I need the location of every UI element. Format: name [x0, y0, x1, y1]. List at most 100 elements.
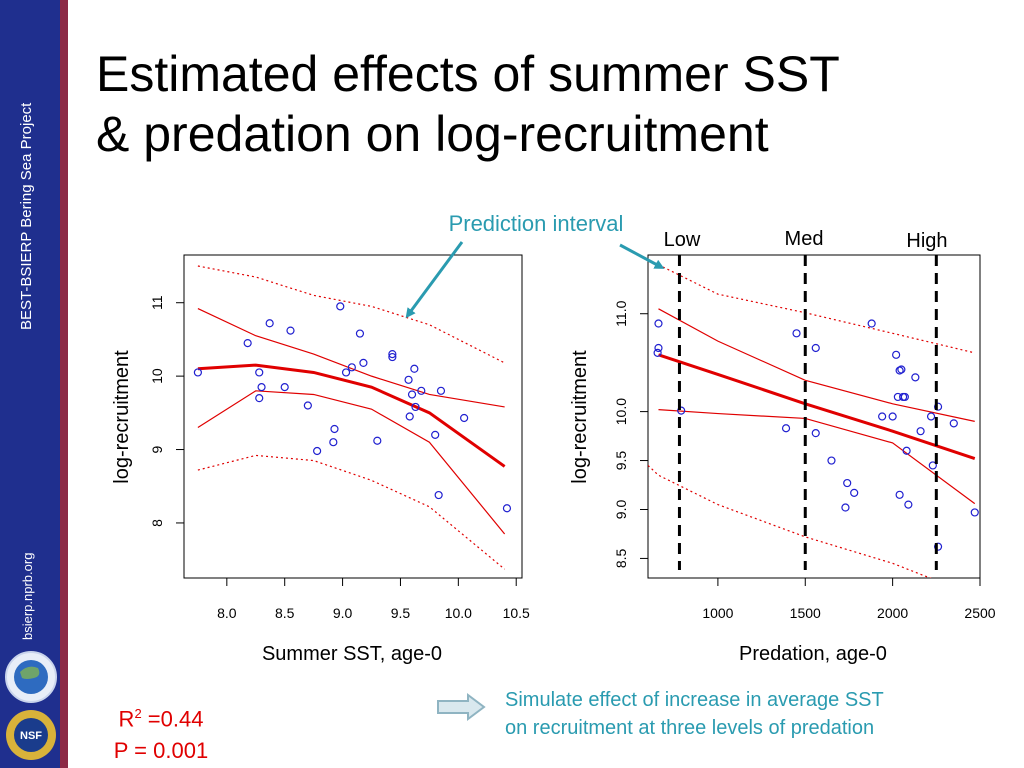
x-tick-label: 10.5	[503, 605, 530, 621]
data-point	[781, 424, 791, 433]
data-point	[867, 319, 876, 328]
fitted-line	[658, 353, 976, 461]
y-tick-label: 8	[149, 519, 165, 527]
data-point	[405, 412, 414, 421]
data-point	[893, 392, 902, 402]
confidence-band-lower	[658, 409, 976, 505]
prediction-interval-arrow-left	[405, 241, 464, 319]
plot-frame	[183, 254, 523, 579]
data-point	[677, 406, 686, 415]
x-axis-label: Summer SST, age-0	[262, 643, 442, 665]
data-point	[373, 436, 382, 445]
y-tick-label: 9.0	[613, 500, 629, 520]
prediction-interval-upper	[197, 265, 505, 364]
data-point	[811, 343, 820, 353]
data-point	[257, 383, 266, 392]
data-point	[843, 478, 852, 488]
sidebar-stripe	[60, 0, 68, 768]
prediction-interval-label: Prediction interval	[449, 211, 624, 236]
level-low-label: Low	[664, 229, 701, 251]
x-tick-label: 9.5	[391, 605, 411, 621]
level-high-label: High	[906, 230, 947, 252]
data-point	[970, 508, 979, 517]
data-point	[654, 343, 663, 353]
y-tick-label: 9	[149, 445, 165, 453]
nsf-logo-icon: NSF	[6, 710, 56, 760]
x-axis-label: Predation, age-0	[739, 643, 887, 665]
prediction-interval-lower	[648, 465, 932, 578]
data-point	[928, 461, 937, 470]
data-point	[336, 302, 345, 311]
data-point	[280, 383, 289, 392]
plot-content	[193, 265, 512, 570]
x-tick-label: 9.0	[333, 605, 353, 621]
data-point	[949, 419, 958, 428]
data-point	[895, 490, 904, 499]
prediction-interval-upper	[658, 264, 975, 354]
x-tick-label: 8.0	[217, 605, 237, 621]
data-point	[347, 363, 356, 372]
data-point	[888, 412, 897, 421]
y-axis-label: log-recruitment	[111, 350, 133, 484]
data-point	[811, 429, 820, 438]
x-tick-label: 2000	[877, 605, 908, 621]
predation-chart: 1000 1500 2000 2500 8.5 9.0 9.5 10.0 11.0 Predati…	[569, 254, 996, 665]
level-med-label: Med	[785, 228, 824, 250]
r-squared-text: R2 =0.44	[118, 706, 204, 732]
data-point	[904, 500, 913, 509]
x-tick-label: 1500	[790, 605, 821, 621]
simulation-note: Simulate effect of increase in average S…	[505, 689, 884, 739]
p-value-text: P = 0.001	[113, 738, 209, 764]
data-point	[404, 375, 413, 384]
y-tick-label: 8.5	[613, 548, 629, 568]
y-tick-label: 11	[149, 295, 165, 310]
plot-frame	[647, 254, 981, 579]
x-tick-label: 2500	[964, 605, 995, 621]
data-point	[926, 412, 936, 421]
plot-content	[648, 264, 979, 578]
data-point	[654, 319, 663, 328]
data-point	[303, 401, 312, 410]
data-point	[407, 390, 417, 399]
data-point	[359, 358, 368, 368]
data-point	[911, 373, 920, 382]
data-point	[410, 364, 419, 373]
slide-title: Estimated effects of summer SST & predat…	[96, 44, 996, 164]
data-point	[330, 424, 339, 434]
data-point	[933, 542, 943, 551]
data-point	[193, 368, 202, 377]
data-point	[897, 365, 906, 374]
data-point	[388, 352, 397, 362]
data-point	[436, 386, 446, 395]
data-point	[388, 350, 397, 359]
prediction-interval-arrow-right	[619, 243, 665, 269]
data-point	[329, 438, 338, 447]
data-point	[502, 504, 512, 513]
prediction-interval-lower	[197, 454, 506, 570]
y-axis-label: log-recruitment	[569, 350, 591, 484]
svg-text:NSF: NSF	[20, 730, 42, 742]
data-point	[916, 427, 925, 436]
data-point	[411, 402, 420, 412]
data-point	[355, 329, 365, 338]
title-line-1: Estimated effects of summer SST	[96, 46, 840, 102]
data-point	[933, 402, 943, 411]
y-tick-label: 11.0	[613, 300, 629, 326]
data-point	[417, 386, 426, 395]
bsierp-logo-icon	[5, 651, 57, 703]
sst-chart: 8.0 8.5 9.0 9.5 10.0 10.5 8 9 10 11 Summer SST, ag…	[111, 254, 530, 665]
fitted-line	[197, 363, 506, 468]
data-point	[286, 326, 295, 335]
data-point	[255, 368, 264, 377]
confidence-band-upper	[197, 308, 505, 408]
y-tick-label: 10	[149, 368, 165, 384]
sidebar	[0, 0, 60, 768]
data-point	[850, 488, 859, 497]
data-point	[434, 490, 443, 500]
y-tick-label: 10.0	[613, 398, 629, 425]
data-point	[243, 338, 252, 348]
data-point	[878, 412, 887, 421]
data-point	[313, 446, 322, 456]
confidence-band-lower	[197, 390, 506, 535]
